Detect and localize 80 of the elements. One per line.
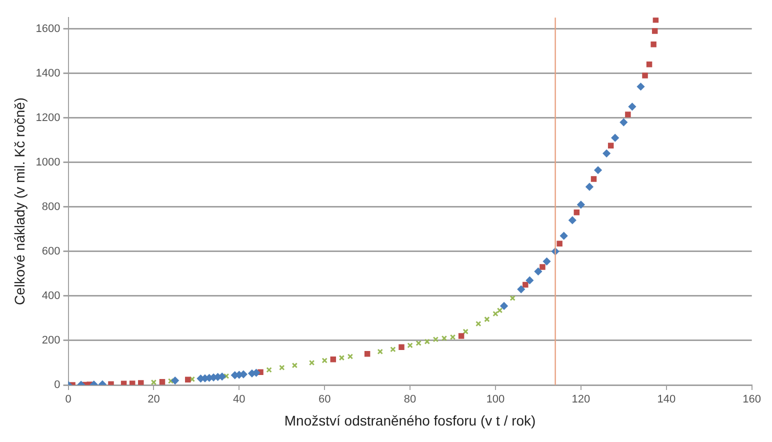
point: [534, 268, 542, 276]
point: [594, 166, 602, 174]
point: [266, 366, 272, 373]
point: [398, 344, 404, 350]
point: [650, 41, 656, 48]
y-tick-label: 0: [54, 379, 60, 392]
point: [522, 282, 528, 288]
point: [620, 118, 628, 126]
point: [526, 276, 534, 284]
point: [611, 134, 619, 142]
point: [628, 102, 636, 110]
point: [450, 334, 456, 340]
point: [138, 380, 144, 385]
point: [484, 316, 490, 322]
point: [159, 379, 166, 385]
x-tick-label: 160: [742, 394, 762, 406]
point: [625, 112, 631, 118]
x-tick-label: 40: [233, 394, 246, 406]
point: [556, 240, 562, 246]
point: [407, 342, 413, 348]
point: [517, 286, 525, 294]
point: [476, 320, 482, 327]
point: [652, 18, 659, 23]
x-tick-label: 140: [657, 394, 676, 406]
point: [424, 338, 430, 344]
point: [252, 369, 260, 377]
point: [171, 376, 179, 384]
point: [646, 61, 652, 68]
point: [322, 358, 328, 364]
point: [492, 310, 498, 317]
y-tick-label: 1400: [36, 67, 60, 80]
point: [279, 364, 285, 371]
point: [308, 360, 315, 366]
point: [223, 373, 230, 379]
point: [364, 350, 370, 357]
point: [390, 346, 396, 352]
x-tick-label: 0: [65, 394, 72, 406]
y-axis-title: Celkové náklady (v mil. Kč ročně): [11, 97, 28, 306]
point: [338, 354, 345, 361]
x-tick-label: 100: [486, 394, 505, 406]
x-axis-title: Množství odstraněného fosforu (v t / rok): [284, 412, 536, 428]
point: [441, 335, 448, 342]
point: [568, 216, 576, 224]
x-tick-label: 60: [318, 394, 331, 406]
point: [642, 72, 648, 78]
y-tick-label: 1200: [36, 112, 60, 124]
point: [560, 232, 568, 240]
point: [586, 183, 594, 191]
point: [377, 348, 384, 354]
point: [416, 340, 422, 346]
point: [292, 362, 298, 368]
y-tick-label: 200: [42, 334, 60, 346]
point: [150, 379, 157, 385]
y-tick-label: 600: [42, 245, 60, 258]
point: [652, 28, 658, 34]
point: [602, 150, 610, 158]
y-tick-label: 400: [42, 290, 60, 302]
point: [500, 302, 508, 310]
point: [458, 333, 464, 339]
point: [574, 210, 580, 216]
point: [168, 378, 174, 384]
y-tick-label: 1000: [36, 156, 60, 168]
x-tick-label: 80: [404, 394, 416, 406]
point: [608, 142, 614, 149]
x-tick-label: 120: [572, 394, 590, 406]
x-tick-label: 20: [148, 394, 160, 406]
y-tick-label: 1600: [36, 22, 60, 35]
point: [636, 82, 644, 90]
point: [543, 258, 551, 266]
point: [185, 376, 191, 383]
point: [432, 336, 439, 342]
point: [590, 176, 597, 182]
point: [347, 354, 354, 360]
point: [577, 200, 585, 208]
point: [510, 295, 516, 302]
point: [496, 308, 503, 314]
point: [330, 356, 336, 362]
y-tick-label: 800: [42, 200, 60, 213]
point: [462, 328, 468, 334]
point: [540, 264, 546, 270]
